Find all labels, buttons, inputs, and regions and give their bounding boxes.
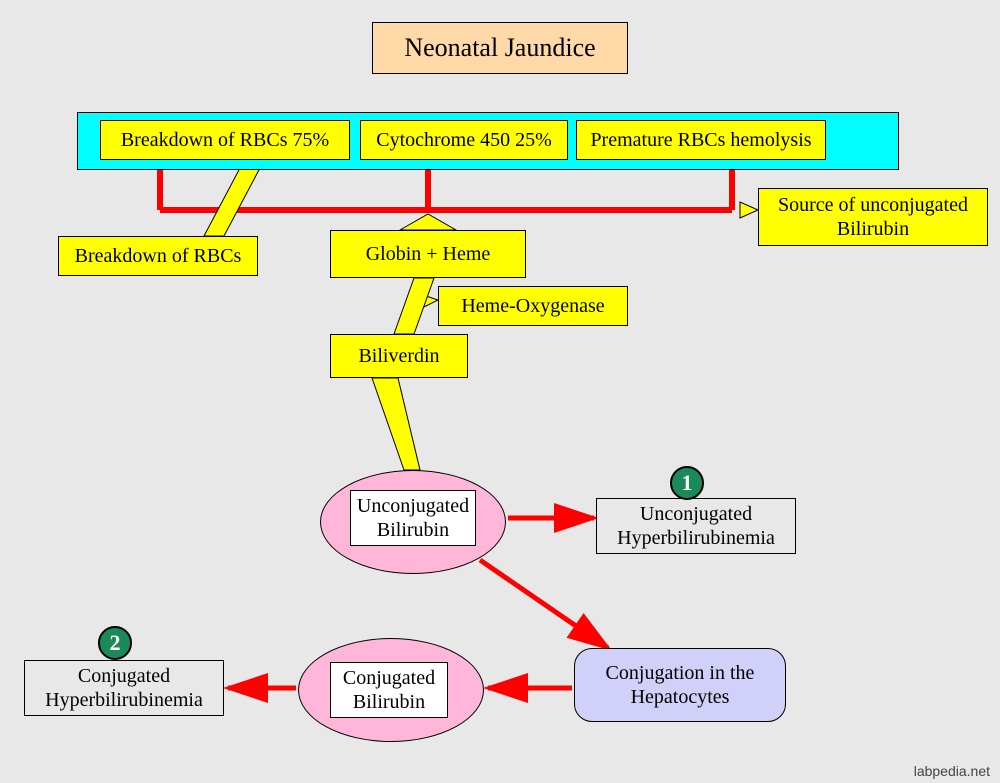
- diagram-canvas: Neonatal Jaundice Breakdown of RBCs 75% …: [0, 0, 1000, 783]
- node-premature-rbc: Premature RBCs hemolysis: [576, 120, 826, 160]
- callout-breakdown-rbc: Breakdown of RBCs: [58, 236, 258, 276]
- diagram-title: Neonatal Jaundice: [372, 22, 628, 74]
- marker-2: 2: [98, 626, 132, 660]
- watermark: labpedia.net: [914, 763, 990, 779]
- node-conjugation: Conjugation in the Hepatocytes: [574, 648, 786, 722]
- node-cyto-25: Cytochrome 450 25%: [360, 120, 568, 160]
- node-biliverdin: Biliverdin: [330, 334, 468, 378]
- node-rbc-75: Breakdown of RBCs 75%: [100, 120, 350, 160]
- node-unconj-hyper: Unconjugated Hyperbilirubinemia: [596, 498, 796, 554]
- node-globin-heme: Globin + Heme: [330, 230, 526, 278]
- label-conj-bilirubin: Conjugated Bilirubin: [330, 662, 448, 718]
- callout-heme-oxygenase: Heme-Oxygenase: [438, 286, 628, 326]
- callout-source-unconj: Source of unconjugated Bilirubin: [758, 188, 988, 246]
- label-unconj-bilirubin: Unconjugated Bilirubin: [350, 490, 476, 546]
- node-conj-hyper: Conjugated Hyperbilirubinemia: [24, 660, 224, 716]
- marker-1: 1: [670, 466, 704, 500]
